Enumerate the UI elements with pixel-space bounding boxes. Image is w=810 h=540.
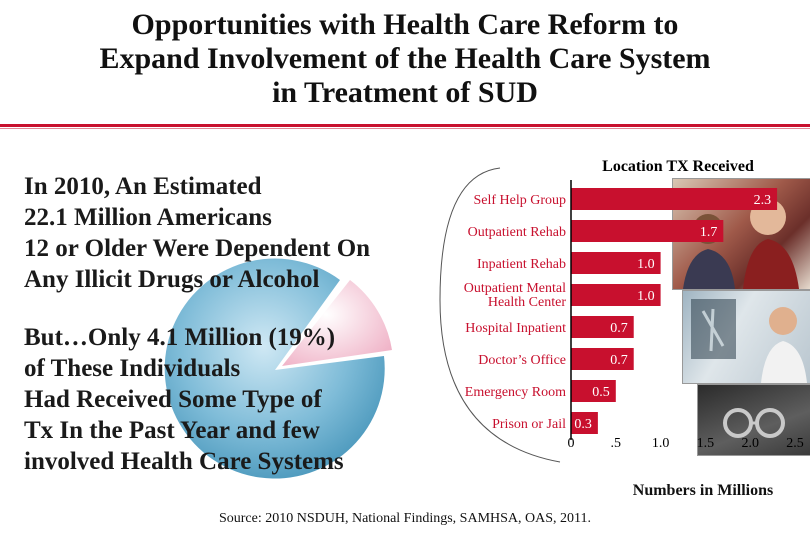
- but-line-3: Had Received Some Type of: [24, 386, 322, 413]
- x-axis-label: Numbers in Millions: [633, 482, 773, 499]
- x-tick-label-2: 1.0: [652, 436, 670, 451]
- bar-value-label-4: 0.7: [610, 321, 628, 336]
- bar-3: [571, 284, 661, 306]
- bar-1: [571, 220, 724, 242]
- photo-handcuffs: [697, 384, 810, 456]
- category-label-1: Outpatient Rehab: [468, 225, 566, 240]
- bar-value-label-6: 0.5: [592, 385, 610, 400]
- lead-line-4: Any Illicit Drugs or Alcohol: [24, 266, 320, 293]
- treatment-statement: But…Only 4.1 Million (19%) of These Indi…: [24, 322, 344, 477]
- category-label-3-0: Outpatient Mental: [464, 281, 566, 296]
- bracket-line: [439, 167, 561, 463]
- bar-value-label-0: 2.3: [754, 193, 772, 208]
- x-tick-label-5: 2.5: [786, 436, 804, 451]
- but-line-1: But…Only 4.1 Million (19%): [24, 324, 336, 351]
- pie-main-segment: [164, 258, 385, 479]
- source-note: Source: 2010 NSDUH, National Findings, S…: [218, 511, 592, 526]
- lead-line-3: 12 or Older Were Dependent On: [24, 235, 371, 262]
- category-label-3-1: Health Center: [488, 295, 566, 310]
- title-divider-shadow: [0, 128, 810, 129]
- bar-2: [571, 252, 661, 274]
- pie-highlight-segment: [282, 280, 392, 366]
- but-line-2: of These Individuals: [24, 355, 241, 382]
- lead-line-1: In 2010, An Estimated: [24, 173, 262, 200]
- title-divider: [0, 124, 810, 127]
- lead-line-2: 22.1 Million Americans: [24, 204, 272, 231]
- bar-value-label-1: 1.7: [700, 225, 718, 240]
- category-label-6: Emergency Room: [465, 385, 566, 400]
- bar-value-label-7: 0.3: [574, 417, 592, 432]
- x-tick-label-3: 1.5: [697, 436, 715, 451]
- category-label-2: Inpatient Rehab: [477, 257, 566, 272]
- x-tick-label-1: .5: [611, 436, 622, 451]
- bar-value-label-5: 0.7: [610, 353, 628, 368]
- category-label-0: Self Help Group: [473, 193, 566, 208]
- category-label-7: Prison or Jail: [492, 417, 566, 432]
- photo-xray-exam: [682, 290, 810, 384]
- chart-title: Location TX Received: [602, 158, 754, 175]
- title-line-2: Expand Involvement of the Health Care Sy…: [99, 42, 711, 75]
- bar-0: [571, 188, 778, 210]
- title-line-3: in Treatment of SUD: [272, 76, 538, 109]
- but-line-5: involved Health Care Systems: [24, 448, 344, 475]
- lead-statement: In 2010, An Estimated 22.1 Million Ameri…: [24, 171, 370, 295]
- bar-value-label-2: 1.0: [637, 257, 655, 272]
- bar-5: [571, 348, 634, 370]
- category-label-4: Hospital Inpatient: [465, 321, 566, 336]
- slide-title: Opportunities with Health Care Reform to…: [0, 8, 810, 110]
- bar-4: [571, 316, 634, 338]
- bar-value-label-3: 1.0: [637, 289, 655, 304]
- category-label-5: Doctor’s Office: [478, 353, 566, 368]
- x-tick-label-4: 2.0: [741, 436, 759, 451]
- but-line-4: Tx In the Past Year and few: [24, 417, 320, 444]
- bar-7: [571, 412, 598, 434]
- title-line-1: Opportunities with Health Care Reform to: [131, 8, 679, 41]
- bar-6: [571, 380, 616, 402]
- x-tick-label-0: 0: [568, 436, 575, 451]
